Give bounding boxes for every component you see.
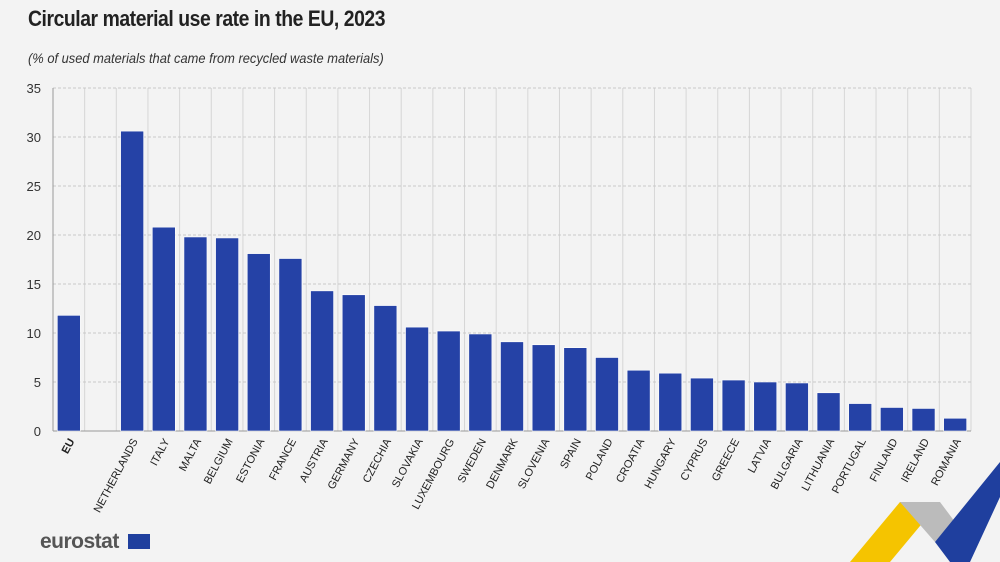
bar-finland [880, 407, 904, 432]
y-tick-label: 35 [27, 81, 41, 96]
bar-slovenia [531, 344, 556, 432]
bar-estonia [246, 253, 271, 432]
bar-eu [57, 315, 81, 432]
bar-sweden [468, 333, 493, 432]
y-tick-label: 0 [34, 424, 41, 439]
bar-denmark [500, 341, 524, 432]
logo-text: eurostat [40, 530, 119, 553]
x-tick-label: GERMANY [326, 436, 363, 491]
eurostat-logo: eurostat [40, 530, 119, 554]
bar-czechia [373, 305, 398, 432]
bar-lithuania [816, 392, 841, 432]
bar-italy [151, 226, 176, 432]
bar-poland [595, 357, 619, 432]
bar-slovakia [405, 326, 429, 432]
decorative-chevron-graphic [850, 462, 1000, 562]
y-tick-label: 5 [34, 375, 41, 390]
x-tick-label: EU [60, 437, 78, 456]
x-tick-label: MALTA [177, 436, 204, 473]
x-tick-label: CZECHIA [361, 436, 395, 485]
bar-austria [310, 290, 334, 432]
eu-flag-icon [128, 534, 150, 549]
x-tick-label: AUSTRIA [298, 436, 331, 484]
x-tick-label: POLAND [584, 437, 616, 483]
chart-subtitle: (% of used materials that came from recy… [28, 50, 384, 66]
bar-greece [721, 379, 746, 432]
bar-luxembourg [436, 330, 461, 432]
bar-cyprus [690, 377, 714, 432]
x-tick-label: SWEDEN [456, 437, 489, 485]
x-tick-label: ESTONIA [234, 436, 267, 485]
bar-belgium [215, 237, 239, 432]
bar-france [278, 258, 303, 432]
chart-title: Circular material use rate in the EU, 20… [28, 6, 386, 31]
x-tick-label: ITALY [148, 436, 172, 468]
bar-ireland [911, 408, 936, 432]
bar-netherlands [120, 130, 144, 432]
x-tick-label: FRANCE [267, 437, 299, 483]
bar-hungary [658, 372, 683, 432]
x-tick-label: BELGIUM [202, 437, 236, 486]
bar-portugal [848, 403, 873, 432]
x-tick-label: HUNGARY [643, 436, 680, 491]
bar-latvia [753, 381, 778, 432]
y-tick-label: 15 [27, 277, 41, 292]
x-tick-label: CROATIA [614, 436, 647, 485]
x-tick-label: LATVIA [746, 436, 774, 475]
x-tick-label: BULGARIA [769, 436, 806, 491]
x-tick-label: NETHERLANDS [92, 437, 141, 515]
bar-croatia [626, 369, 651, 432]
y-tick-label: 30 [27, 130, 41, 145]
x-tick-label: SLOVENIA [516, 436, 553, 491]
bar-chart: 0 5 10 15 20 25 30 35 EU NETHERLANDS ITALY MALTABEL… [27, 81, 972, 515]
x-tick-label: CYPRUS [678, 437, 710, 483]
bar-malta [183, 236, 208, 432]
x-tick-label: DENMARK [484, 436, 521, 491]
bar-spain [563, 347, 588, 432]
y-tick-label: 10 [27, 326, 41, 341]
y-tick-label: 25 [27, 179, 41, 194]
bar-bulgaria [785, 382, 809, 432]
bar-romania [943, 417, 967, 432]
x-tick-label: GREECE [710, 437, 742, 484]
x-tick-label: SLOVAKIA [390, 436, 426, 490]
y-tick-label: 20 [27, 228, 41, 243]
x-tick-label: SPAIN [558, 437, 584, 471]
bar-germany [341, 294, 366, 432]
